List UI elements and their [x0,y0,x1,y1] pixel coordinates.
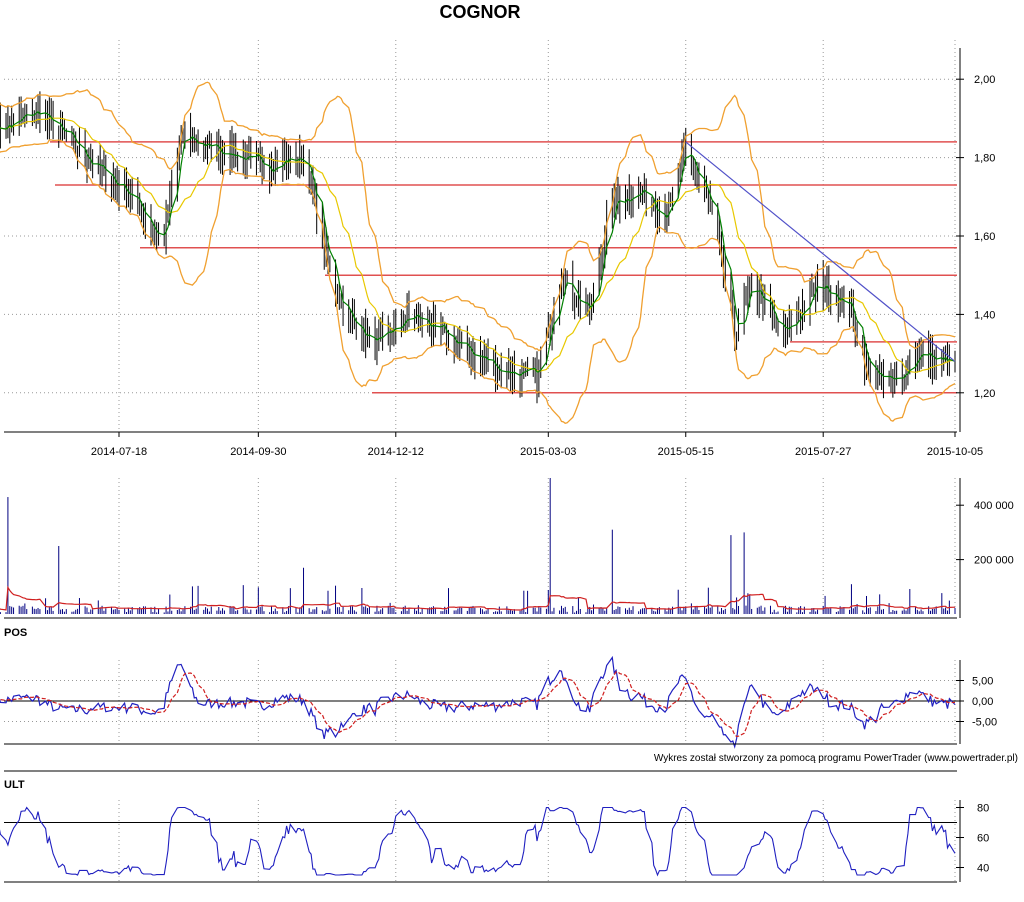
x-tick-label-0: 2014-07-18 [91,446,147,458]
pos-y-tick-label-0: 5,00 [972,676,993,688]
volume-y-tick-label-0: 400 000 [974,500,1014,512]
pos-y-tick-label-2: -5,00 [972,717,997,729]
volume-moving-average [0,585,956,611]
x-tick-label-5: 2015-07-27 [795,446,851,458]
moving-average-short [0,110,956,380]
x-tick-label-1: 2014-09-30 [230,446,286,458]
volume-bars [0,478,956,614]
x-tick-label-2: 2014-12-12 [368,446,424,458]
chart-title: COGNOR [440,2,521,22]
price-y-tick-label-3: 1,40 [974,309,995,321]
price-y-tick-label-1: 1,80 [974,153,995,165]
credit-text: Wykres został stworzony za pomocą progra… [654,753,1018,764]
trendline [685,141,956,362]
pos-panel-label: POS [4,627,27,639]
price-y-tick-label-0: 2,00 [974,74,995,86]
ult-panel-label: ULT [4,779,25,791]
bollinger-lower [0,139,956,425]
price-y-tick-label-4: 1,20 [974,388,995,400]
x-tick-label-6: 2015-10-05 [927,446,983,458]
volume-y-tick-label-1: 200 000 [974,555,1014,567]
ult-y-tick-label-0: 80 [977,803,989,815]
price-y-tick-label-2: 1,60 [974,231,995,243]
ult-y-tick-label-1: 60 [977,833,989,845]
pos-y-tick-label-1: 0,00 [972,696,993,708]
x-tick-label-3: 2015-03-03 [520,446,576,458]
pos-signal-line [0,671,956,738]
x-tick-label-4: 2015-05-15 [658,446,714,458]
bollinger-upper [0,81,956,352]
ult-line [0,806,956,877]
pos-line [0,655,956,749]
moving-average-long [0,117,956,373]
ult-y-tick-label-2: 40 [977,863,989,875]
